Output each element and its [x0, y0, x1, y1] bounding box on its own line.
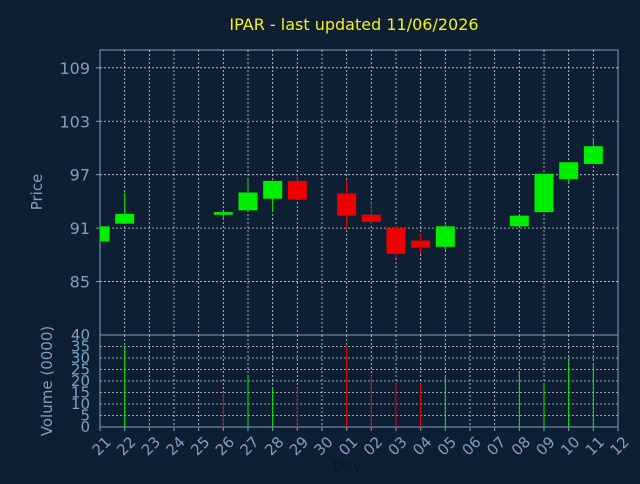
candle-body: [534, 173, 554, 213]
x-tick-label: 10: [557, 433, 583, 459]
volume-axis-label: Volume (0000): [38, 326, 56, 436]
x-tick-label: 28: [261, 433, 287, 459]
x-tick-label: 01: [335, 433, 361, 459]
volume-tick-label: 40: [71, 326, 90, 344]
volume-tick-label: 10: [71, 395, 90, 413]
x-tick-label: 30: [311, 433, 337, 459]
x-tick-label: 05: [434, 433, 460, 459]
price-tick-label: 103: [59, 112, 90, 131]
candle-body: [238, 192, 258, 211]
x-tick-label: 29: [286, 433, 312, 459]
x-tick-label: 27: [237, 433, 263, 459]
candle-body: [337, 193, 357, 216]
x-tick-label: 11: [582, 433, 608, 459]
x-tick-label: 21: [89, 433, 115, 459]
price-tick-label: 85: [70, 273, 90, 292]
volume-tick-label: 25: [71, 361, 90, 379]
candle-body: [287, 180, 307, 200]
price-tick-label: 97: [70, 166, 90, 185]
candle-body: [213, 212, 233, 215]
volume-panel: 0510152025303540212223242526272829300102…: [71, 326, 633, 459]
x-tick-label: 07: [483, 433, 509, 459]
candle-body: [509, 215, 529, 227]
x-tick-label: 03: [385, 433, 411, 459]
x-tick-label: 26: [212, 433, 238, 459]
x-tick-label: 08: [508, 433, 534, 459]
x-tick-label: 24: [163, 433, 189, 459]
volume-tick-label: 0: [80, 418, 90, 436]
x-tick-label: 04: [409, 433, 435, 459]
x-tick-label: 09: [533, 433, 559, 459]
chart-title: IPAR - last updated 11/06/2026: [229, 15, 478, 34]
volume-tick-label: 20: [71, 372, 90, 390]
price-axis-label: Price: [28, 174, 46, 211]
candle-body: [263, 180, 283, 199]
candle-body: [386, 228, 406, 254]
price-tick-label: 109: [59, 59, 90, 78]
candle-body: [583, 146, 603, 164]
price-panel: 85 91 97 103 109: [59, 49, 619, 336]
x-tick-label: 12: [607, 433, 633, 459]
price-tick-label: 91: [70, 219, 90, 238]
x-tick-label: 02: [360, 433, 386, 459]
x-tick-label: 22: [113, 433, 139, 459]
volume-tick-label: 5: [80, 407, 90, 425]
volume-tick-label: 30: [71, 349, 90, 367]
x-tick-label: 25: [187, 433, 213, 459]
volume-tick-label: 15: [71, 384, 90, 402]
candle-body: [435, 226, 455, 247]
candle-body: [100, 226, 110, 242]
x-axis-label: Day: [332, 457, 362, 475]
x-tick-label: 06: [459, 433, 485, 459]
candle-body: [559, 162, 579, 180]
candle-body: [411, 240, 431, 248]
candle-body: [361, 214, 381, 222]
volume-tick-label: 35: [71, 338, 90, 356]
candle-body: [115, 213, 135, 224]
x-tick-label: 23: [138, 433, 164, 459]
